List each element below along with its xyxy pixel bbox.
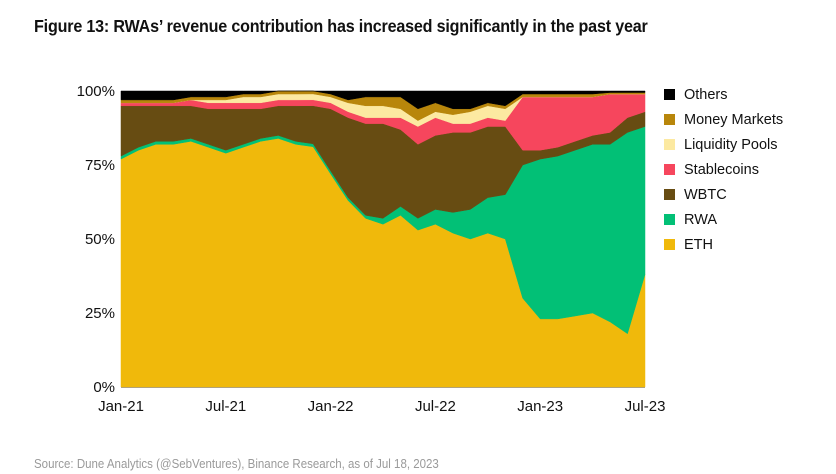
legend-item-stablecoins: Stablecoins [664,157,783,182]
legend-swatch [664,189,675,200]
legend-label: Money Markets [684,111,784,128]
legend-label: RWA [684,211,718,228]
series-areas [120,90,646,388]
y-tick-label: 75% [85,157,115,174]
y-axis: 0% 25% 50% 75% 100% [77,83,115,396]
x-tick-label: Jan-23 [517,398,563,415]
y-tick-label: 50% [85,231,115,248]
legend-swatch [664,164,675,175]
y-tick-label: 25% [85,305,115,322]
legend-item-rwa: RWA [664,207,783,232]
x-tick-label: Jan-22 [308,398,354,415]
legend-swatch [664,239,675,250]
x-tick-label: Jul-23 [625,398,666,415]
source-note: Source: Dune Analytics (@SebVentures), B… [34,457,439,471]
legend-swatch [664,214,675,225]
x-tick-label: Jan-21 [98,398,144,415]
legend-item-others: Others [664,82,783,107]
y-tick-label: 0% [93,379,115,396]
x-axis: Jan-21 Jul-21 Jan-22 Jul-22 Jan-23 Jul-23 [98,387,666,415]
legend-label: WBTC [684,186,727,203]
x-tick-label: Jul-21 [205,398,246,415]
legend-item-money-markets: Money Markets [664,107,783,132]
legend-swatch [664,89,675,100]
y-tick-label: 100% [77,83,115,100]
legend: Others Money Markets Liquidity Pools Stable… [664,82,783,257]
legend-item-wbtc: WBTC [664,182,783,207]
x-tick-label: Jul-22 [415,398,456,415]
legend-item-liquidity-pools: Liquidity Pools [664,132,783,157]
figure-title: Figure 13: RWAs’ revenue contribution ha… [34,16,648,36]
legend-swatch [664,114,675,125]
area-others [120,90,646,110]
legend-label: Stablecoins [684,161,759,178]
legend-label: Others [684,86,728,103]
legend-swatch [664,139,675,150]
legend-item-eth: ETH [664,232,783,257]
legend-label: ETH [684,236,713,253]
legend-label: Liquidity Pools [684,136,778,153]
